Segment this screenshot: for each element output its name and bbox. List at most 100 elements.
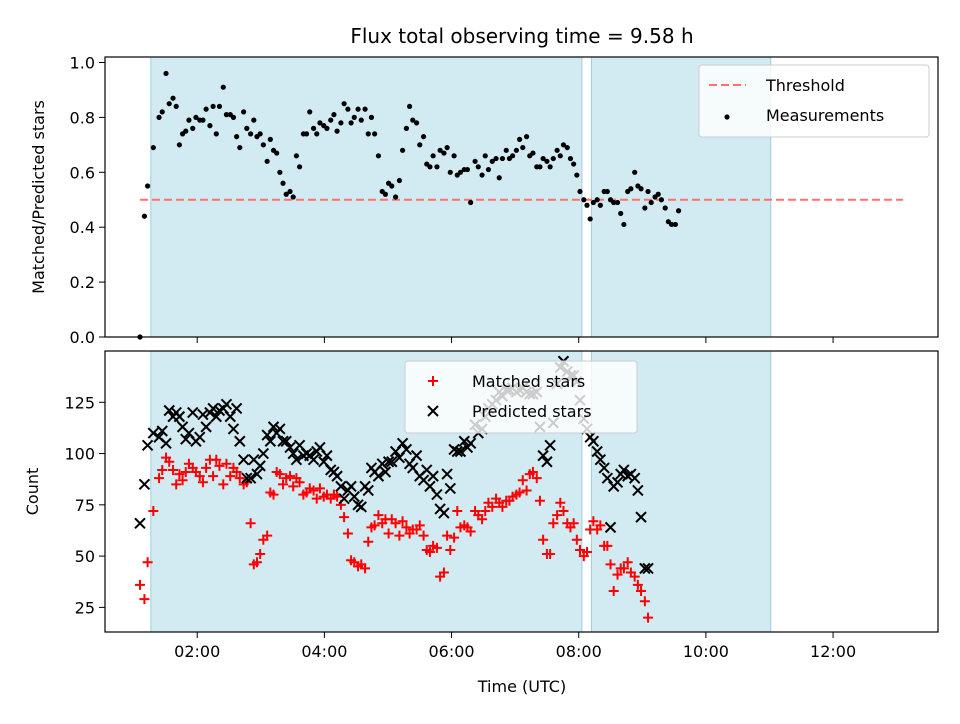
data-point <box>611 199 617 206</box>
data-point <box>564 144 570 151</box>
data-point <box>372 131 378 137</box>
data-point <box>221 458 232 469</box>
data-point <box>441 468 453 480</box>
data-point <box>595 520 606 531</box>
data-point <box>468 199 474 206</box>
data-point <box>531 473 542 484</box>
data-point <box>638 186 644 192</box>
data-point <box>264 158 270 164</box>
data-point <box>274 150 280 156</box>
data-point <box>214 460 225 471</box>
legend-label: Matched stars <box>472 372 585 391</box>
data-point <box>375 153 382 159</box>
data-point <box>594 454 607 466</box>
data-point <box>211 454 222 465</box>
data-point <box>173 103 179 110</box>
data-point <box>160 437 172 450</box>
data-point <box>601 472 614 484</box>
data-point <box>434 164 440 170</box>
data-point <box>658 197 664 203</box>
data-point <box>635 511 647 523</box>
data-point <box>163 70 169 77</box>
data-point <box>479 172 485 178</box>
data-point <box>268 489 279 500</box>
data-point <box>496 175 502 181</box>
y-tick-label: 0.8 <box>70 108 95 127</box>
data-point <box>225 471 236 482</box>
data-point <box>334 128 340 134</box>
data-point <box>489 158 495 164</box>
data-point <box>604 188 610 195</box>
data-point <box>363 536 374 547</box>
data-point <box>452 505 463 516</box>
data-point <box>555 497 566 508</box>
data-point <box>237 454 250 466</box>
data-point <box>618 563 629 574</box>
data-point <box>314 131 320 137</box>
data-point <box>437 147 443 153</box>
data-point <box>332 491 343 502</box>
data-point <box>262 530 273 541</box>
data-point <box>310 125 317 131</box>
data-point <box>280 180 286 186</box>
legend-label: Threshold <box>765 76 845 95</box>
data-point <box>560 142 567 148</box>
x-tick-label: 12:00 <box>810 642 856 661</box>
data-point <box>234 473 245 484</box>
data-point <box>571 534 582 545</box>
data-point <box>410 449 423 462</box>
data-point <box>150 144 156 151</box>
data-point <box>642 205 648 211</box>
data-point <box>173 410 186 423</box>
data-point <box>574 172 580 178</box>
data-point <box>187 406 199 419</box>
data-point <box>530 150 536 156</box>
data-point <box>509 153 516 159</box>
data-point <box>499 155 506 162</box>
data-point <box>244 125 250 131</box>
data-point <box>345 480 357 493</box>
chart-title: Flux total observing time = 9.58 h <box>350 24 693 48</box>
plot-frame <box>104 350 939 633</box>
data-point <box>254 460 266 472</box>
data-point <box>608 585 619 596</box>
y-tick-label: 1.0 <box>70 53 95 72</box>
data-point <box>527 467 538 478</box>
data-point <box>154 473 165 484</box>
panel-ratio: 0.0 0.2 0.4 0.6 0.8 1.0 Matched/Predicted star… <box>29 53 939 347</box>
data-point <box>598 462 610 474</box>
data-point <box>314 483 325 494</box>
data-point <box>223 112 230 118</box>
data-point <box>274 469 285 480</box>
data-point <box>643 612 654 623</box>
data-point <box>139 594 150 605</box>
data-point <box>410 117 416 123</box>
data-point <box>134 517 146 529</box>
observing-interval-1 <box>150 56 583 338</box>
data-point <box>540 155 546 162</box>
data-point <box>141 213 148 219</box>
data-point <box>255 549 266 560</box>
data-point <box>362 484 374 497</box>
data-point <box>485 166 492 173</box>
legend-x-swatch <box>427 405 439 417</box>
data-point <box>186 117 192 123</box>
legend-dot-swatch <box>724 114 730 120</box>
y-tick-label: 75 <box>75 496 95 515</box>
data-point <box>362 106 368 112</box>
data-point <box>614 199 621 206</box>
data-point <box>267 136 273 142</box>
data-point <box>156 114 162 120</box>
data-point <box>427 470 439 482</box>
series-matched-stars <box>134 452 654 623</box>
data-point <box>618 210 624 217</box>
data-point <box>157 464 168 475</box>
data-point <box>183 128 189 134</box>
data-point <box>311 493 322 504</box>
legend-label: Measurements <box>766 106 884 125</box>
data-point <box>517 475 528 486</box>
series-measurements <box>137 70 682 340</box>
y-axis-label: Count <box>23 468 42 516</box>
data-point <box>287 188 293 195</box>
data-point <box>287 447 299 460</box>
